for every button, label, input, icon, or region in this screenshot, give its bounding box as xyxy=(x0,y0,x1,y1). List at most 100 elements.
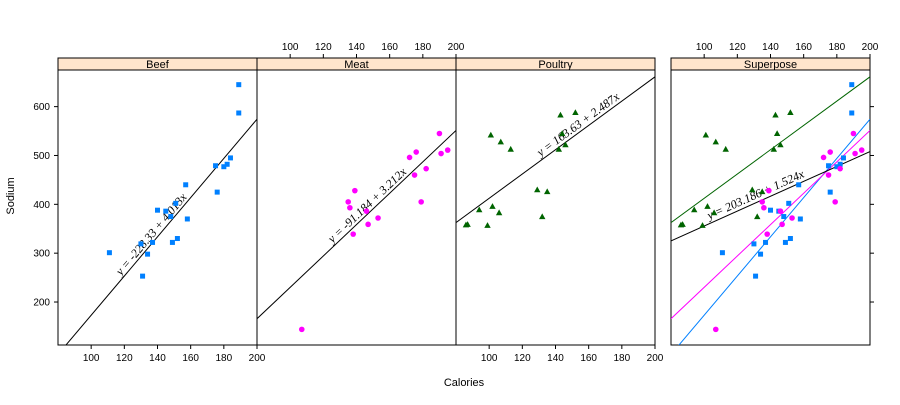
data-point-meat xyxy=(375,215,381,221)
superpose-point-meat xyxy=(764,231,770,237)
superpose-point-beef xyxy=(751,241,757,247)
superpose-point-beef xyxy=(827,189,833,195)
fit-equation-poultry: y = 163.63 + 2.487x xyxy=(533,89,622,160)
x-tick-label: 120 xyxy=(729,42,746,53)
data-point-beef xyxy=(150,239,156,245)
data-point-beef xyxy=(214,189,220,195)
superpose-point-meat xyxy=(837,165,843,172)
data-point-meat xyxy=(363,208,370,214)
data-point-poultry xyxy=(572,109,579,116)
data-point-meat xyxy=(411,172,418,178)
superpose-point-meat xyxy=(825,172,832,178)
superpose-point-meat xyxy=(789,215,795,221)
data-point-beef xyxy=(236,82,242,88)
strip-label-beef: Beef xyxy=(146,59,170,71)
data-point-beef xyxy=(213,163,219,169)
data-point-beef xyxy=(163,208,169,214)
x-axis-title: Calories xyxy=(444,377,485,389)
superpose-point-meat xyxy=(827,149,833,155)
panel-strips: Beef Meat Poultry Superpose xyxy=(57,57,871,71)
superpose-point-beef xyxy=(782,239,788,245)
data-point-poultry xyxy=(484,222,491,228)
superpose-point-meat xyxy=(759,199,766,205)
panel-poultry: y = 163.63 + 2.487x xyxy=(456,76,655,228)
superpose-point-poultry xyxy=(770,145,778,152)
superpose-point-meat xyxy=(852,150,858,157)
data-point-poultry xyxy=(489,203,496,209)
superpose-point-poultry xyxy=(699,222,706,228)
panel-frame-beef xyxy=(57,69,258,346)
superpose-point-poultry xyxy=(773,130,781,137)
data-point-poultry xyxy=(497,138,504,145)
x-tick-label: 100 xyxy=(696,42,713,53)
strip-label-superpose: Superpose xyxy=(744,59,797,71)
x-tick-label: 140 xyxy=(348,42,365,53)
data-point-meat xyxy=(418,199,424,205)
x-tick-label: 100 xyxy=(282,42,299,53)
data-point-meat xyxy=(350,231,356,237)
data-point-beef xyxy=(145,251,151,257)
x-tick-label: 200 xyxy=(647,353,664,364)
x-tick-label: 180 xyxy=(414,42,431,53)
superpose-point-beef xyxy=(753,273,759,279)
superpose-point-beef xyxy=(768,207,773,213)
superpose-point-meat xyxy=(766,187,772,194)
data-point-poultry xyxy=(557,111,564,118)
x-tick-label: 160 xyxy=(580,353,597,364)
x-tick-label: 140 xyxy=(149,353,166,364)
superpose-point-beef xyxy=(826,163,832,169)
data-point-meat xyxy=(423,165,429,172)
y-axis-title: Sodium xyxy=(5,177,17,214)
data-point-meat xyxy=(347,204,353,211)
superpose-point-beef xyxy=(786,200,792,206)
superpose-point-poultry xyxy=(691,206,698,213)
superpose-point-poultry xyxy=(777,141,784,148)
x-tick-label: 140 xyxy=(762,42,779,53)
panel-beef: y = -228.33 + 4.013x xyxy=(65,82,257,345)
data-point-meat xyxy=(298,326,305,333)
data-point-meat xyxy=(438,150,444,157)
data-point-poultry xyxy=(558,130,566,137)
x-tick-label: 200 xyxy=(448,42,465,53)
data-point-beef xyxy=(140,273,146,279)
superpose-point-beef xyxy=(763,239,769,245)
superpose-fit-line-poultry xyxy=(671,76,870,224)
panel-frame-poultry xyxy=(455,69,656,346)
data-point-meat xyxy=(352,187,358,194)
superpose-point-beef xyxy=(834,164,840,170)
data-point-beef xyxy=(138,241,144,247)
x-tick-label: 160 xyxy=(381,42,398,53)
data-point-beef xyxy=(183,182,189,188)
data-point-beef xyxy=(184,216,190,222)
superpose-fit-line-beef xyxy=(678,118,870,345)
x-tick-label: 120 xyxy=(315,42,332,53)
data-point-beef xyxy=(173,200,179,206)
superpose-point-poultry xyxy=(787,109,794,116)
superpose-point-poultry xyxy=(712,138,719,145)
superpose-point-beef xyxy=(797,216,803,222)
data-point-beef xyxy=(106,250,112,256)
data-point-meat xyxy=(345,199,352,205)
superpose-point-beef xyxy=(840,155,846,161)
data-point-poultry xyxy=(534,186,541,193)
x-tick-label: 160 xyxy=(182,353,199,364)
data-layer: y = -228.33 + 4.013x y = -91.184 + 3.212x… xyxy=(65,76,870,345)
strip-label-meat: Meat xyxy=(344,59,368,71)
data-point-poultry xyxy=(539,213,546,220)
data-point-beef xyxy=(168,214,174,220)
superpose-point-poultry xyxy=(679,221,686,227)
superpose-point-beef xyxy=(796,182,802,188)
data-point-poultry xyxy=(562,141,569,148)
data-point-poultry xyxy=(464,221,471,227)
superpose-point-beef xyxy=(849,82,855,88)
data-point-meat xyxy=(444,147,451,153)
data-point-beef xyxy=(174,236,180,242)
superpose-point-beef xyxy=(849,110,855,116)
axis-ticks: 100 120 140 160 180 200 100 120 140 160 180 200 100 1… xyxy=(33,42,878,364)
x-tick-label: 120 xyxy=(116,353,133,364)
data-point-beef xyxy=(155,207,160,213)
superpose-point-meat xyxy=(832,199,838,205)
x-tick-label: 180 xyxy=(828,42,845,53)
superpose-point-meat xyxy=(820,154,827,161)
